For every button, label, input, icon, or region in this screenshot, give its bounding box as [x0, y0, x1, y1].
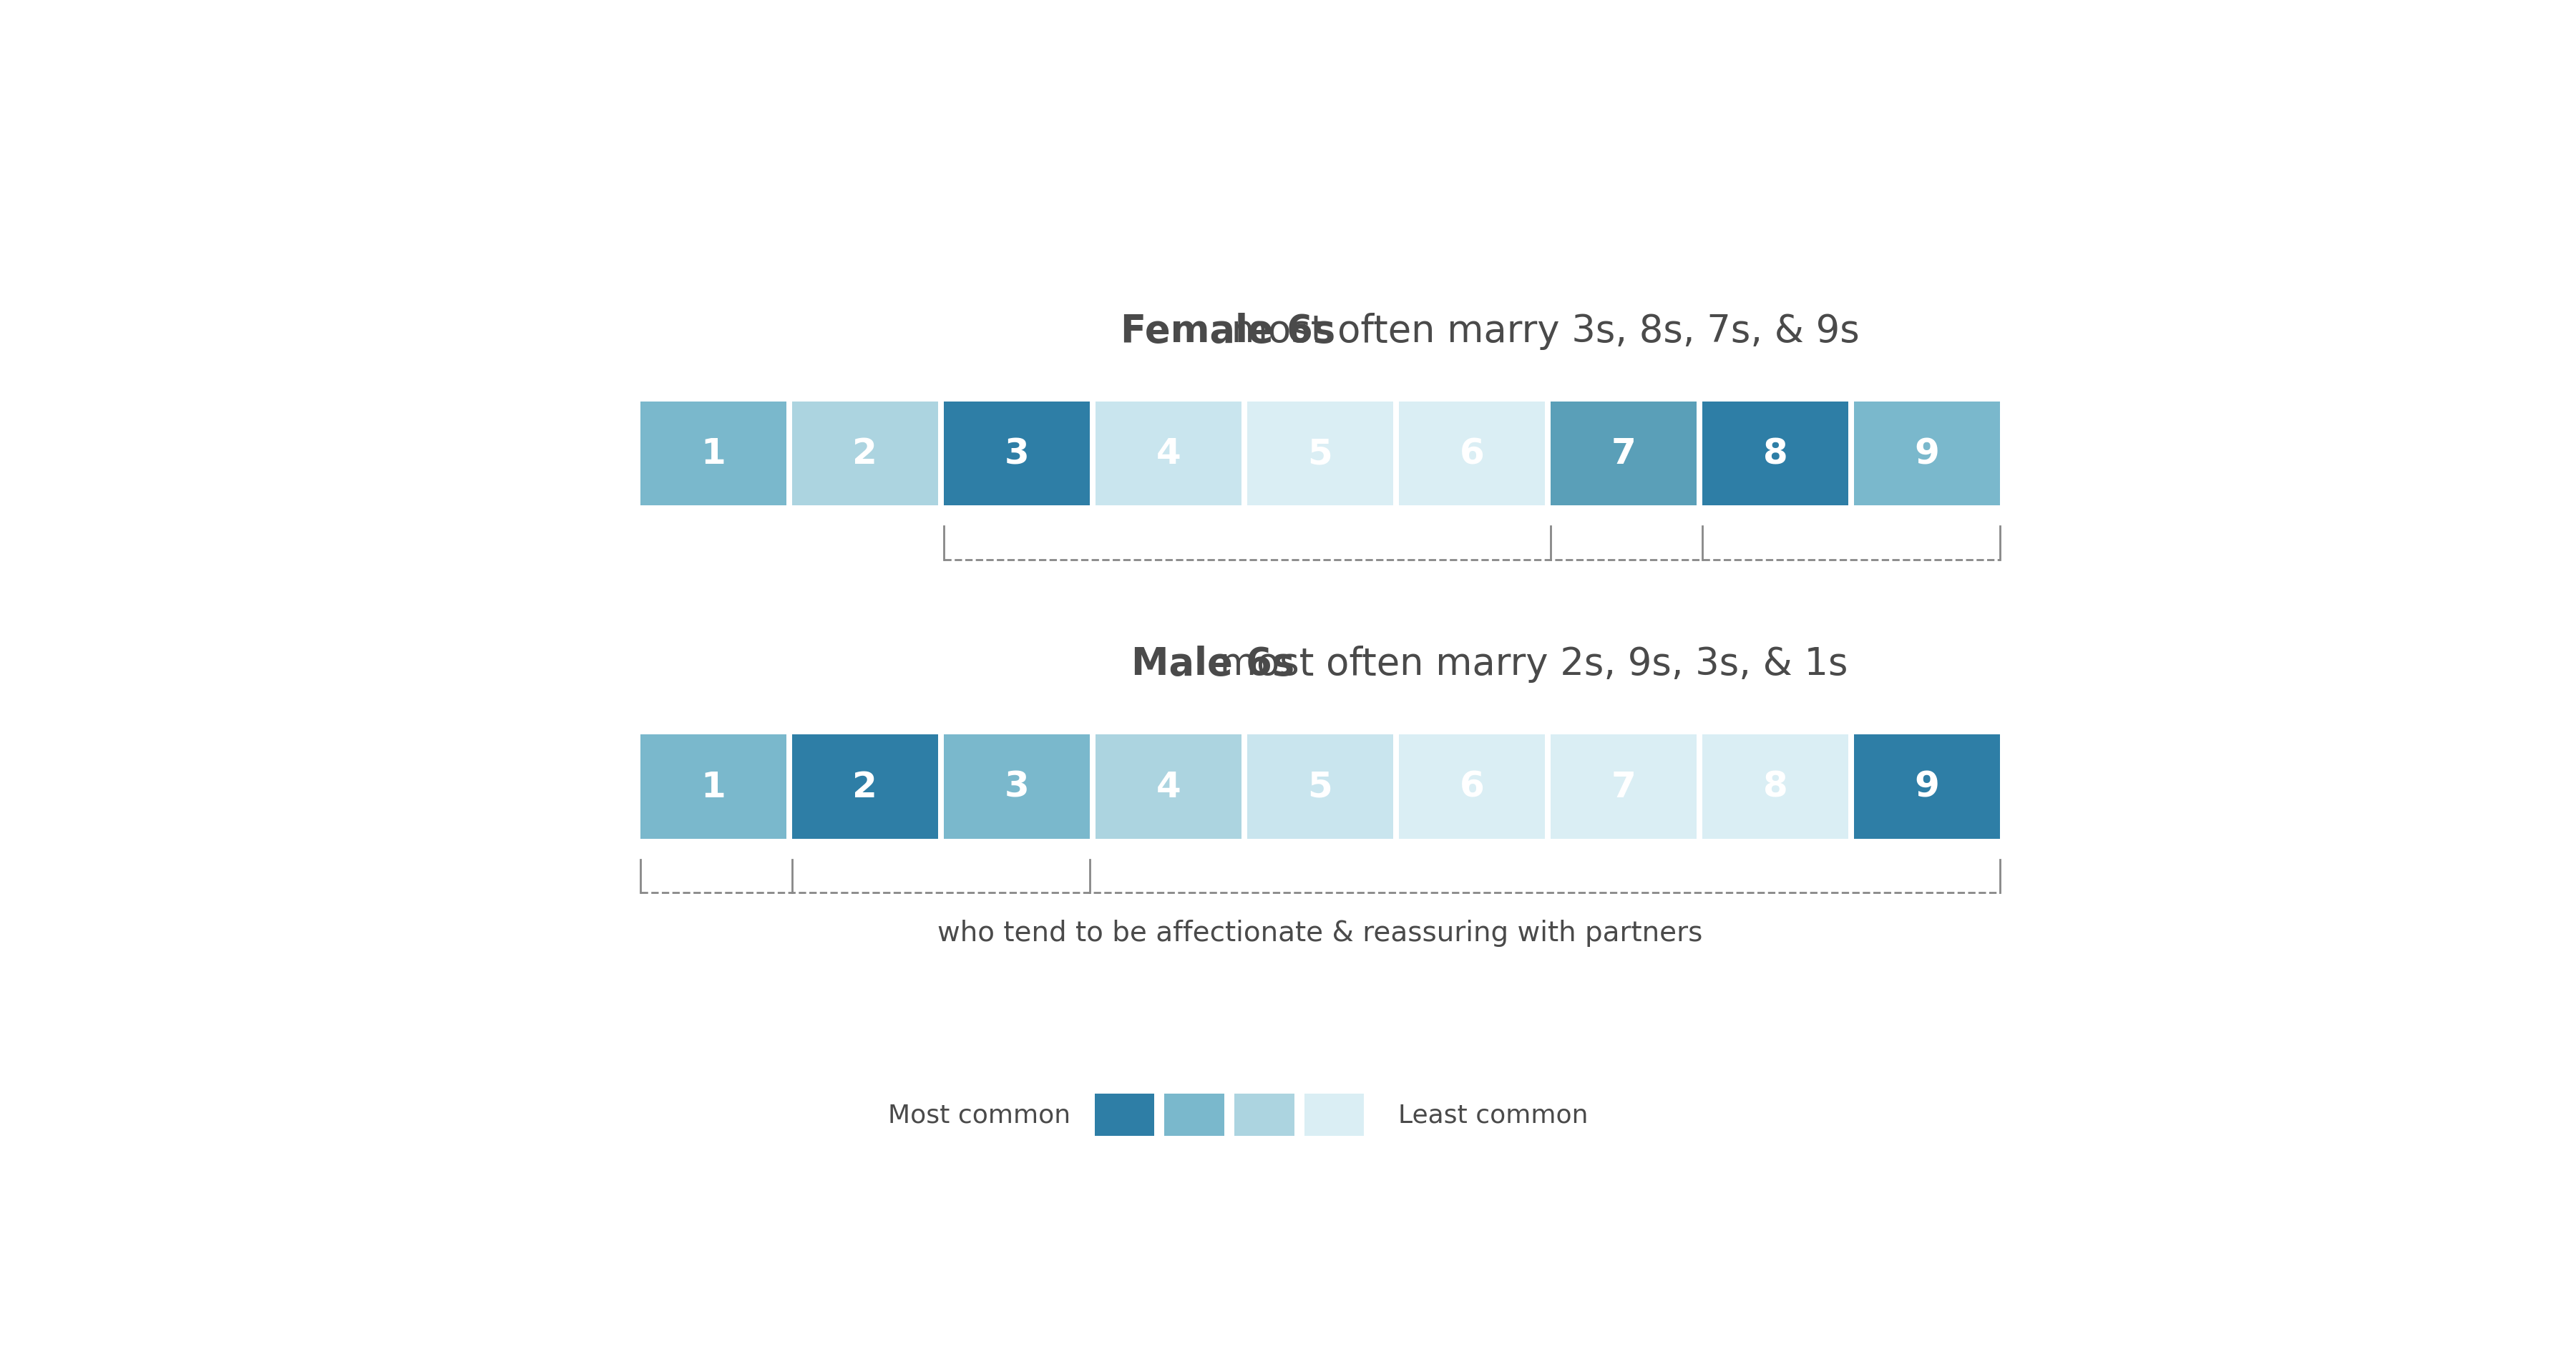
Text: 8: 8 — [1762, 437, 1788, 470]
Text: 2: 2 — [853, 769, 878, 804]
FancyBboxPatch shape — [1234, 1094, 1293, 1136]
Text: 1: 1 — [701, 437, 726, 470]
Text: 6: 6 — [1461, 437, 1484, 470]
Text: Female 6s: Female 6s — [1121, 312, 1334, 350]
Text: 1: 1 — [701, 769, 726, 804]
FancyBboxPatch shape — [1303, 1094, 1365, 1136]
FancyBboxPatch shape — [1095, 734, 1242, 838]
Text: 2: 2 — [853, 437, 878, 470]
FancyBboxPatch shape — [641, 402, 786, 506]
Text: most often marry 3s, 8s, 7s, & 9s: most often marry 3s, 8s, 7s, & 9s — [1218, 312, 1860, 350]
FancyBboxPatch shape — [1855, 402, 1999, 506]
Text: 4: 4 — [1157, 769, 1180, 804]
FancyBboxPatch shape — [943, 734, 1090, 838]
Text: most often marry 2s, 9s, 3s, & 1s: most often marry 2s, 9s, 3s, & 1s — [1208, 645, 1847, 683]
Text: 8: 8 — [1762, 769, 1788, 804]
Text: 3: 3 — [1005, 769, 1030, 804]
Text: Male 6s: Male 6s — [1131, 645, 1296, 683]
Text: 3: 3 — [1005, 437, 1030, 470]
FancyBboxPatch shape — [1855, 734, 1999, 838]
Text: 9: 9 — [1914, 769, 1940, 804]
FancyBboxPatch shape — [1095, 1094, 1154, 1136]
FancyBboxPatch shape — [1399, 734, 1546, 838]
FancyBboxPatch shape — [1247, 402, 1394, 506]
Text: 4: 4 — [1157, 437, 1180, 470]
Text: 5: 5 — [1309, 769, 1332, 804]
Text: 9: 9 — [1914, 437, 1940, 470]
FancyBboxPatch shape — [1399, 402, 1546, 506]
FancyBboxPatch shape — [1247, 734, 1394, 838]
FancyBboxPatch shape — [1551, 734, 1698, 838]
FancyBboxPatch shape — [641, 734, 786, 838]
Text: 7: 7 — [1610, 769, 1636, 804]
FancyBboxPatch shape — [793, 734, 938, 838]
Text: who tend to be affectionate & reassuring with partners: who tend to be affectionate & reassuring… — [938, 919, 1703, 946]
FancyBboxPatch shape — [1703, 734, 1847, 838]
FancyBboxPatch shape — [1703, 402, 1847, 506]
Text: 5: 5 — [1309, 437, 1332, 470]
FancyBboxPatch shape — [1551, 402, 1698, 506]
Text: 6: 6 — [1461, 769, 1484, 804]
FancyBboxPatch shape — [943, 402, 1090, 506]
FancyBboxPatch shape — [1164, 1094, 1224, 1136]
Text: Most common: Most common — [889, 1103, 1072, 1128]
Text: Least common: Least common — [1399, 1103, 1587, 1128]
Text: 7: 7 — [1610, 437, 1636, 470]
FancyBboxPatch shape — [1095, 402, 1242, 506]
FancyBboxPatch shape — [793, 402, 938, 506]
